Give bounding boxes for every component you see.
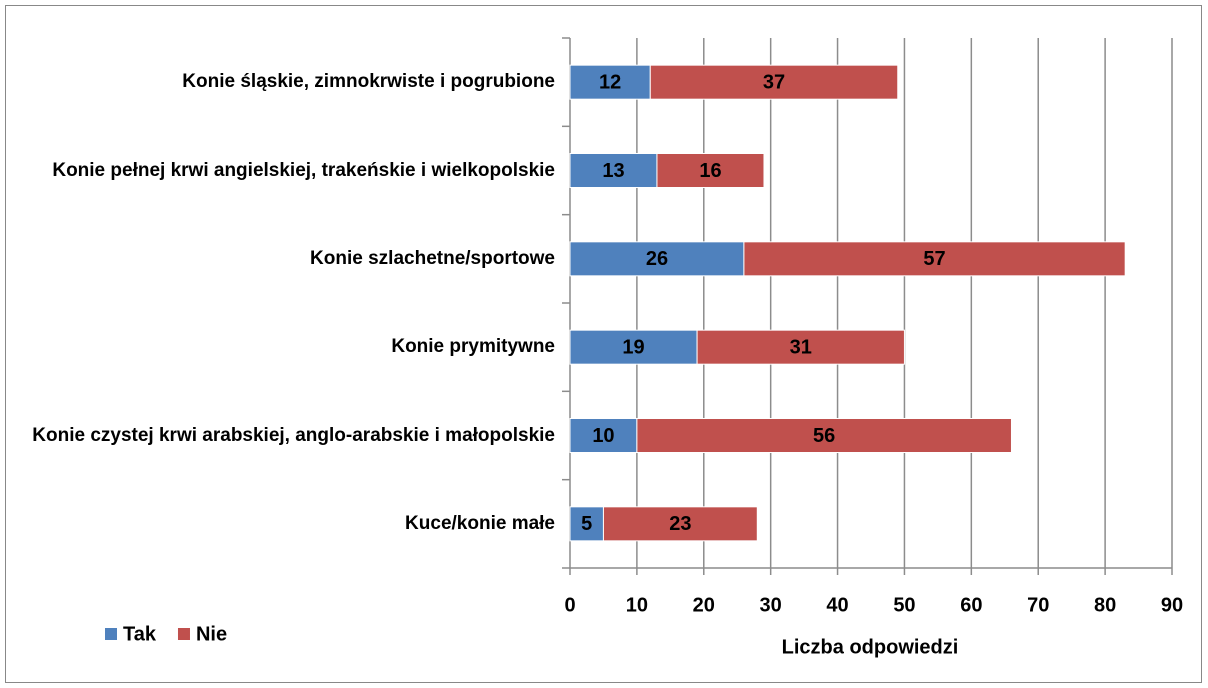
data-label: 56 [813,425,835,447]
x-tick-label: 70 [1027,594,1049,616]
data-label: 10 [592,425,614,447]
y-tick-label: Konie szlachetne/sportowe [310,247,555,269]
bar-segment [569,506,604,542]
data-label: 16 [699,160,721,182]
legend-label: Tak [123,623,157,645]
data-label: 13 [602,160,624,182]
bar-segment [649,64,899,100]
x-tick-label: 50 [893,594,915,616]
bar-segment [569,418,638,453]
y-tick-label: Konie śląskie, zimnokrwiste i pogrubione [182,71,555,93]
data-label: 19 [622,336,644,358]
x-tick-label: 40 [826,594,848,616]
data-label: 26 [646,248,668,270]
bar-segment [743,241,1126,277]
x-tick-label: 30 [760,594,782,616]
x-tick-label: 10 [626,594,648,616]
bar-segment [602,506,758,542]
data-label: 37 [763,71,785,93]
x-tick-label: 60 [960,594,982,616]
x-tick-label: 80 [1094,594,1116,616]
x-tick-label: 20 [693,594,715,616]
y-tick-label: Konie pełnej krwi angielskiej, trakeński… [52,159,555,181]
data-label: 5 [581,513,592,535]
legend-swatch [177,628,190,640]
legend-label: Nie [196,623,227,645]
bar-segment [569,153,658,188]
y-tick-label: Kuce/konie małe [405,512,555,534]
data-label: 31 [790,336,812,358]
bar-segment [569,64,651,100]
y-tick-label: Konie prymitywne [391,336,555,358]
legend-swatch [105,628,117,640]
x-tick-label: 0 [564,594,575,616]
x-tick-label: 90 [1161,594,1183,616]
bar-segment [569,329,698,365]
bar-segment [656,153,765,188]
x-axis-label: Liczba odpowiedzi [782,636,959,658]
data-label: 23 [669,513,691,535]
data-label: 57 [923,248,945,270]
bar-segment [696,329,905,365]
chart-border [5,5,1202,683]
data-label: 12 [599,71,621,93]
bar-segment [569,241,745,277]
y-tick-label: Konie czystej krwi arabskiej, anglo-arab… [32,424,555,446]
bar-segment [636,418,1012,453]
